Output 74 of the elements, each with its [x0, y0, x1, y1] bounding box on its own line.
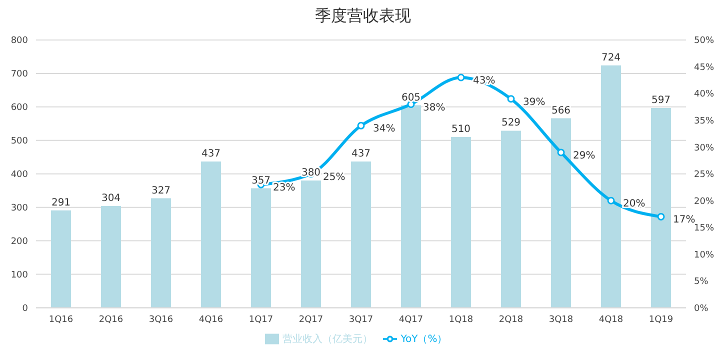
bar — [351, 161, 371, 308]
y-tick-label: 300 — [10, 204, 28, 214]
point — [357, 122, 365, 130]
y2-tick-label: 45% — [694, 62, 714, 73]
data-label: 566 — [551, 105, 571, 116]
bar — [101, 206, 121, 308]
y-tick-label: 500 — [10, 136, 28, 147]
y2-tick-label: 30% — [694, 143, 714, 154]
data-label: 38% — [423, 102, 446, 114]
x-tick-label: 4Q16 — [198, 315, 224, 326]
data-label: 34% — [373, 124, 396, 135]
y2-tick-label: 40% — [694, 90, 714, 100]
chart-title: 季度营收表现 — [314, 6, 412, 27]
x-tick-label: 2Q18 — [498, 315, 524, 326]
y2-tick-label: 0% — [694, 304, 709, 314]
bar — [651, 108, 671, 308]
bar — [151, 198, 171, 308]
y2-tick-label: 5% — [694, 277, 709, 288]
y2-tick-label: 15% — [694, 224, 714, 234]
y-tick-label: 0 — [22, 304, 28, 314]
point — [507, 95, 515, 103]
x-tick-label: 2Q16 — [98, 315, 124, 326]
y2-tick-label: 50% — [694, 36, 714, 46]
x-tick-label: 1Q19 — [648, 315, 674, 326]
bar — [251, 188, 271, 308]
bar — [301, 180, 321, 308]
data-label: 291 — [51, 197, 71, 208]
y-tick-label: 800 — [10, 36, 28, 46]
bar — [501, 130, 521, 308]
data-label: 29% — [573, 150, 596, 162]
data-label: 39% — [523, 96, 546, 108]
legend-label: YoY（%） — [400, 334, 448, 345]
data-label: 23% — [273, 182, 296, 194]
x-tick-label: 3Q17 — [348, 315, 374, 326]
point — [457, 74, 465, 82]
data-label: 597 — [651, 94, 671, 106]
data-label: 327 — [151, 185, 171, 196]
y2-tick-label: 35% — [694, 116, 714, 127]
data-label: 605 — [401, 92, 421, 104]
data-label: 437 — [351, 148, 371, 160]
point — [557, 148, 565, 156]
x-tick-label: 4Q18 — [598, 315, 624, 326]
y-tick-label: 200 — [10, 236, 28, 247]
point — [607, 196, 615, 204]
data-label: 510 — [451, 124, 471, 136]
data-label: 25% — [323, 172, 346, 183]
bar — [601, 65, 621, 308]
x-tick-label: 2Q17 — [298, 315, 324, 326]
bar — [551, 118, 571, 308]
bar — [401, 105, 421, 308]
data-label: 304 — [101, 192, 121, 204]
x-tick-label: 1Q16 — [48, 315, 74, 326]
bar — [51, 210, 71, 308]
data-label: 529 — [501, 118, 521, 129]
y-tick-label: 400 — [10, 170, 28, 180]
point — [657, 212, 665, 220]
y-tick-label: 700 — [10, 70, 28, 80]
data-label: 437 — [201, 148, 221, 160]
x-tick-label: 3Q18 — [548, 315, 574, 326]
y-tick-label: 100 — [10, 270, 28, 280]
y2-tick-label: 10% — [694, 250, 714, 260]
y2-tick-label: 20% — [694, 196, 714, 207]
x-tick-label: 1Q18 — [448, 315, 474, 326]
data-label: 724 — [601, 52, 621, 64]
y2-tick-label: 25% — [694, 170, 714, 180]
legend-label: 营业收入（亿美元） — [282, 334, 373, 345]
y-tick-label: 600 — [10, 103, 28, 114]
data-label: 20% — [623, 198, 646, 210]
x-tick-label: 3Q16 — [148, 315, 174, 326]
data-label: 17% — [673, 214, 696, 226]
x-tick-label: 4Q17 — [398, 315, 424, 326]
bar — [201, 161, 221, 308]
bar — [451, 137, 471, 308]
x-tick-label: 1Q17 — [248, 315, 274, 326]
